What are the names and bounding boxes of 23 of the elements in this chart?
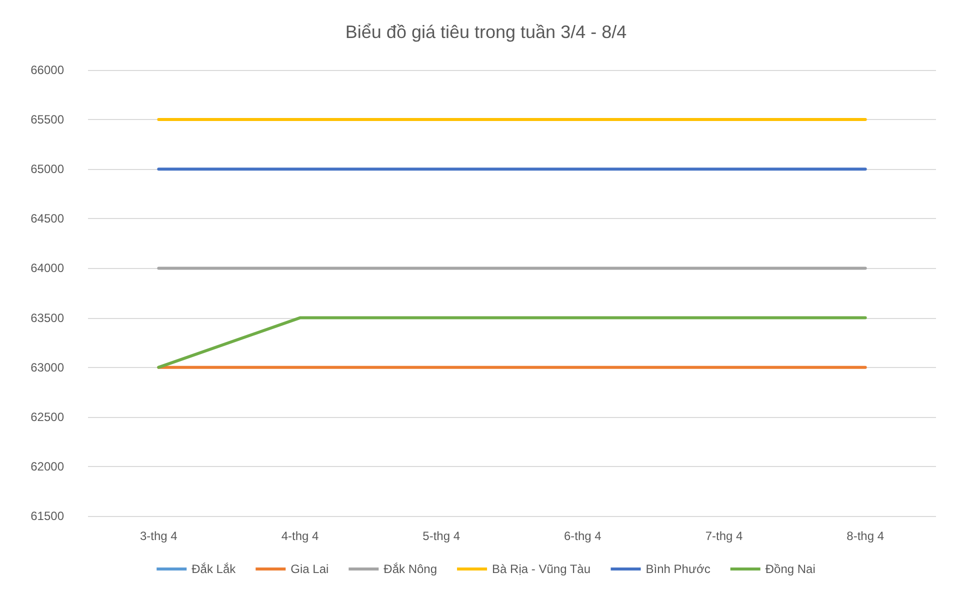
y-tick-label: 61500	[30, 509, 64, 523]
y-tick-label: 63000	[30, 360, 64, 374]
y-tick-label: 62000	[30, 459, 64, 474]
y-tick-label: 62500	[30, 410, 64, 424]
y-tick-label: 66000	[30, 63, 64, 77]
y-tick-label: 64500	[30, 212, 64, 226]
legend-label: Đồng Nai	[765, 562, 816, 576]
x-tick-label: 4-thg 4	[281, 529, 320, 543]
x-tick-label: 5-thg 4	[422, 529, 460, 543]
x-tick-label: 6-thg 4	[564, 529, 602, 543]
y-tick-label: 65500	[30, 112, 64, 127]
y-tick-label: 63500	[30, 310, 64, 325]
x-tick-label: 7-thg 4	[705, 529, 744, 543]
legend-label: Đắk Lắk	[192, 562, 237, 576]
legend-label: Đắk Nông	[384, 562, 438, 576]
y-tick-label: 64000	[30, 261, 64, 276]
chart-title: Biểu đồ giá tiêu trong tuần 3/4 - 8/4	[345, 22, 627, 42]
y-tick-label: 65000	[30, 162, 64, 176]
x-tick-label: 3-thg 4	[140, 529, 178, 543]
legend-label: Gia Lai	[290, 562, 329, 576]
x-tick-label: 8-thg 4	[846, 529, 884, 543]
legend-label: Bà Rịa - Vũng Tàu	[492, 562, 591, 576]
legend-label: Bình Phước	[646, 562, 710, 576]
